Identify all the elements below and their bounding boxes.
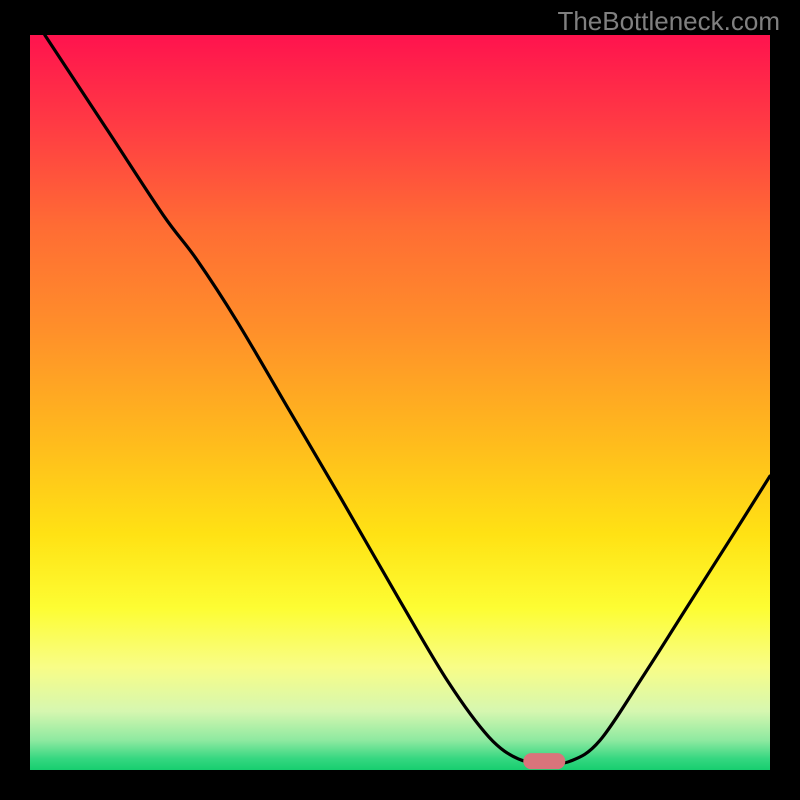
- chart-plot-area: [30, 35, 770, 770]
- chart-container: TheBottleneck.com: [0, 0, 800, 800]
- watermark-text: TheBottleneck.com: [557, 6, 780, 37]
- curve-layer: [30, 35, 770, 770]
- bottleneck-curve: [45, 35, 770, 763]
- optimal-marker: [523, 753, 565, 769]
